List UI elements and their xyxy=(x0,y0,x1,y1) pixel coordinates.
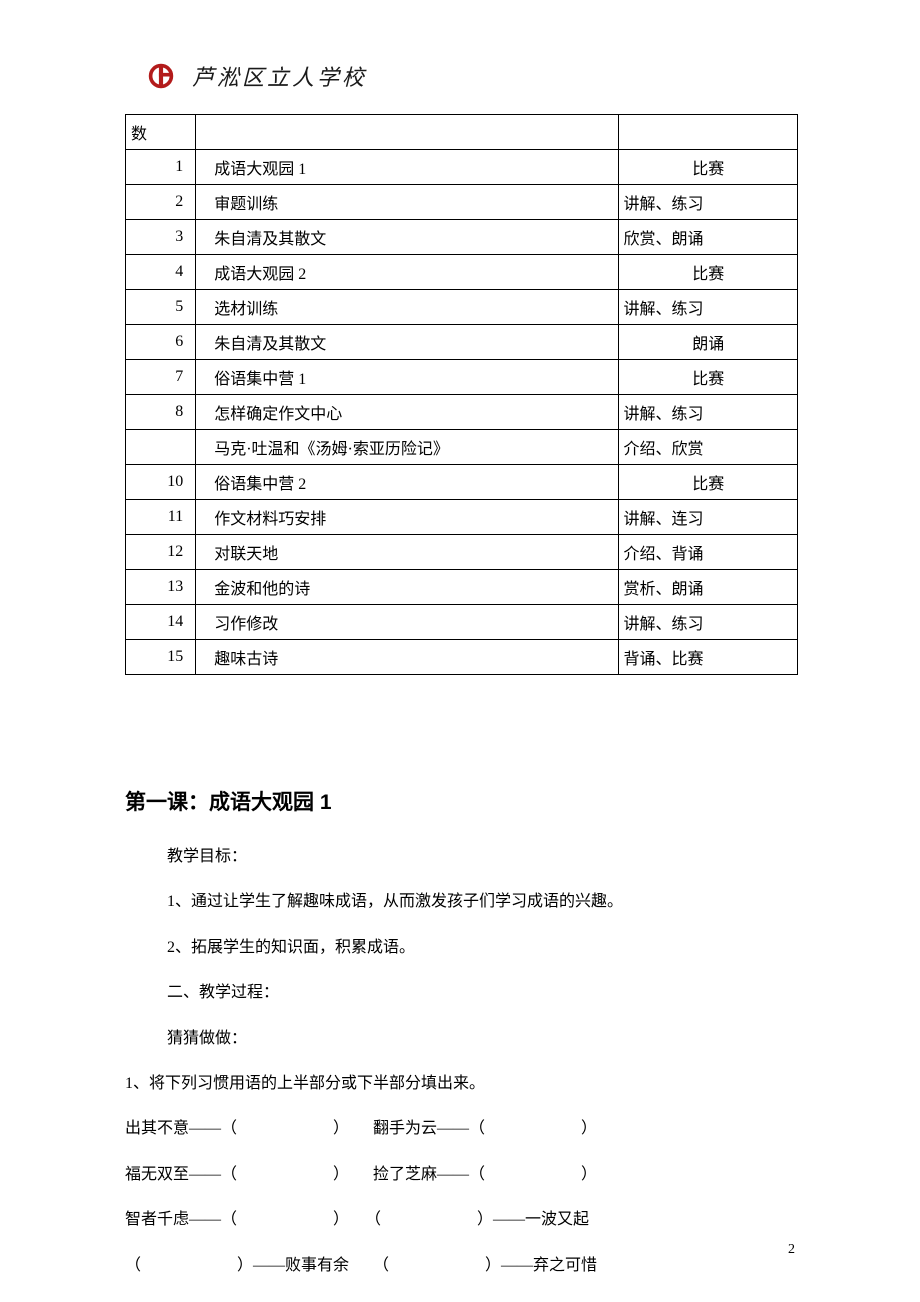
row-number: 2 xyxy=(126,185,196,220)
row-content: 审题训练 xyxy=(196,185,619,220)
guess-label: 猜猜做做： xyxy=(125,1024,798,1054)
exercise-line-4: （ ）——败事有余 （ ）——弃之可惜 xyxy=(125,1251,798,1281)
row-content: 俗语集中营 2 xyxy=(196,465,619,500)
row-method: 比赛 xyxy=(619,360,798,395)
row-method: 讲解、练习 xyxy=(619,185,798,220)
table-row: 13金波和他的诗赏析、朗诵 xyxy=(126,570,798,605)
table-row: 5选材训练讲解、练习 xyxy=(126,290,798,325)
table-row: 7俗语集中营 1比赛 xyxy=(126,360,798,395)
table-row: 马克·吐温和《汤姆·索亚历险记》介绍、欣赏 xyxy=(126,430,798,465)
page-number: 2 xyxy=(788,1242,795,1258)
table-header-col2 xyxy=(196,115,619,150)
row-content: 朱自清及其散文 xyxy=(196,325,619,360)
row-number: 7 xyxy=(126,360,196,395)
row-method: 欣赏、朗诵 xyxy=(619,220,798,255)
row-method: 讲解、练习 xyxy=(619,605,798,640)
row-method: 讲解、连习 xyxy=(619,500,798,535)
row-method: 比赛 xyxy=(619,150,798,185)
row-content: 俗语集中营 1 xyxy=(196,360,619,395)
row-number: 8 xyxy=(126,395,196,430)
row-content: 对联天地 xyxy=(196,535,619,570)
row-number: 4 xyxy=(126,255,196,290)
row-content: 选材训练 xyxy=(196,290,619,325)
table-row: 1成语大观园 1比赛 xyxy=(126,150,798,185)
table-row: 10俗语集中营 2比赛 xyxy=(126,465,798,500)
goal-2: 2、拓展学生的知识面，积累成语。 xyxy=(125,933,798,963)
row-number: 12 xyxy=(126,535,196,570)
row-method: 比赛 xyxy=(619,255,798,290)
row-number: 1 xyxy=(126,150,196,185)
row-number: 5 xyxy=(126,290,196,325)
exercise-line-1: 出其不意——（ ） 翻手为云——（ ） xyxy=(125,1114,798,1144)
row-content: 马克·吐温和《汤姆·索亚历险记》 xyxy=(196,430,619,465)
row-content: 趣味古诗 xyxy=(196,640,619,675)
table-header-col1: 数 xyxy=(126,115,196,150)
table-row: 3朱自清及其散文欣赏、朗诵 xyxy=(126,220,798,255)
row-number: 15 xyxy=(126,640,196,675)
table-row: 4成语大观园 2比赛 xyxy=(126,255,798,290)
table-row: 2审题训练讲解、练习 xyxy=(126,185,798,220)
row-content: 朱自清及其散文 xyxy=(196,220,619,255)
row-number: 13 xyxy=(126,570,196,605)
row-number xyxy=(126,430,196,465)
school-logo-icon xyxy=(148,63,174,89)
row-content: 金波和他的诗 xyxy=(196,570,619,605)
exercise-line-3: 智者千虑——（ ） （ ）——一波又起 xyxy=(125,1205,798,1235)
curriculum-table: 数1成语大观园 1比赛2审题训练讲解、练习3朱自清及其散文欣赏、朗诵4成语大观园… xyxy=(125,114,798,675)
row-number: 14 xyxy=(126,605,196,640)
row-content: 作文材料巧安排 xyxy=(196,500,619,535)
exercise-intro: 1、将下列习惯用语的上半部分或下半部分填出来。 xyxy=(125,1069,798,1099)
row-content: 怎样确定作文中心 xyxy=(196,395,619,430)
row-method: 比赛 xyxy=(619,465,798,500)
row-method: 讲解、练习 xyxy=(619,395,798,430)
goal-label: 教学目标： xyxy=(125,842,798,872)
row-method: 介绍、背诵 xyxy=(619,535,798,570)
table-row: 14习作修改讲解、练习 xyxy=(126,605,798,640)
table-header-col3 xyxy=(619,115,798,150)
row-number: 11 xyxy=(126,500,196,535)
row-method: 赏析、朗诵 xyxy=(619,570,798,605)
row-number: 6 xyxy=(126,325,196,360)
table-row: 11作文材料巧安排讲解、连习 xyxy=(126,500,798,535)
row-content: 习作修改 xyxy=(196,605,619,640)
row-method: 介绍、欣赏 xyxy=(619,430,798,465)
row-number: 10 xyxy=(126,465,196,500)
process-label: 二、教学过程： xyxy=(125,978,798,1008)
row-method: 朗诵 xyxy=(619,325,798,360)
row-method: 讲解、练习 xyxy=(619,290,798,325)
table-row: 8怎样确定作文中心讲解、练习 xyxy=(126,395,798,430)
table-row: 15趣味古诗背诵、比赛 xyxy=(126,640,798,675)
row-number: 3 xyxy=(126,220,196,255)
table-row: 12对联天地介绍、背诵 xyxy=(126,535,798,570)
goal-1: 1、通过让学生了解趣味成语，从而激发孩子们学习成语的兴趣。 xyxy=(125,887,798,917)
row-content: 成语大观园 2 xyxy=(196,255,619,290)
row-content: 成语大观园 1 xyxy=(196,150,619,185)
exercise-line-2: 福无双至——（ ） 捡了芝麻——（ ） xyxy=(125,1160,798,1190)
table-row: 6朱自清及其散文朗诵 xyxy=(126,325,798,360)
lesson-title: 第一课：成语大观园 1 xyxy=(125,786,798,816)
row-method: 背诵、比赛 xyxy=(619,640,798,675)
lesson-content: 第一课：成语大观园 1 教学目标： 1、通过让学生了解趣味成语，从而激发孩子们学… xyxy=(125,786,798,1296)
school-name: 芦淞区立人学校 xyxy=(192,60,367,92)
page-header: 芦淞区立人学校 xyxy=(148,60,367,92)
